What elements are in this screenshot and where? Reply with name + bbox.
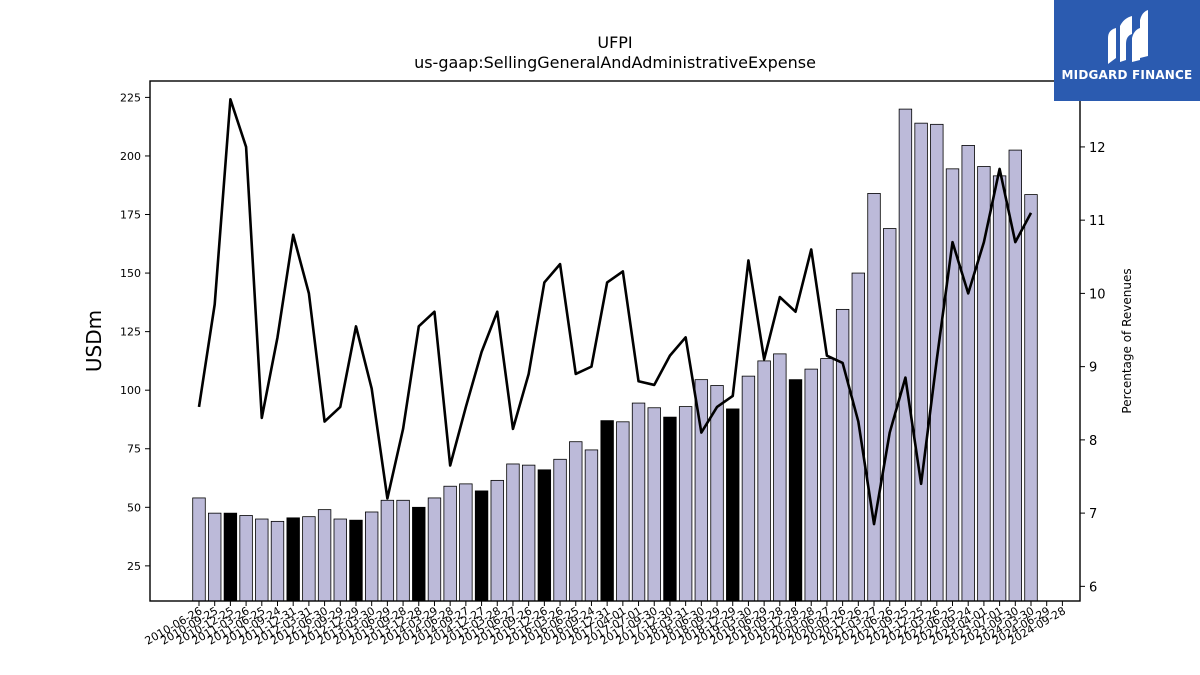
- logo-text: MIDGARD FINANCE: [1061, 68, 1193, 82]
- midgard-finance-logo: MIDGARD FINANCE: [1054, 0, 1200, 101]
- bar: [208, 512, 222, 602]
- bar: [616, 421, 630, 602]
- bar: [1024, 194, 1038, 602]
- bar: [992, 175, 1007, 602]
- bar: [380, 499, 395, 602]
- y-tick-label: 225: [120, 91, 141, 104]
- bar: [600, 420, 614, 602]
- bar: [584, 449, 599, 602]
- bar: [945, 168, 960, 602]
- bar: [804, 368, 818, 602]
- line-layer: [197, 98, 1033, 526]
- series-line: [197, 98, 1033, 526]
- bar: [631, 402, 646, 602]
- bar: [333, 518, 347, 602]
- bar: [443, 485, 457, 602]
- bar: [647, 407, 661, 602]
- bar: [239, 515, 253, 602]
- bar: [255, 518, 269, 602]
- bar: [710, 385, 724, 602]
- bar: [961, 145, 975, 602]
- bar: [364, 511, 379, 602]
- bar: [914, 122, 928, 602]
- bar: [820, 358, 834, 602]
- y-tick-label: 125: [120, 326, 141, 339]
- y2-axis-label: Percentage of Revenues: [1120, 268, 1134, 413]
- bar: [490, 479, 504, 602]
- bar: [396, 499, 410, 602]
- bar: [977, 166, 991, 602]
- y2-tick-label: 9: [1089, 361, 1097, 376]
- y-tick-label: 75: [127, 443, 141, 456]
- bar: [553, 458, 567, 602]
- bar: [521, 464, 536, 602]
- bar: [506, 463, 520, 602]
- y-tick-label: 100: [120, 384, 141, 397]
- bar: [663, 416, 677, 602]
- bar: [867, 193, 881, 602]
- bar: [349, 519, 363, 602]
- bar: [678, 406, 693, 602]
- y-tick-label: 50: [127, 501, 141, 514]
- y-tick-label: 200: [120, 150, 141, 163]
- bar: [192, 497, 206, 602]
- y-axis-label: USDm: [82, 310, 106, 372]
- bar: [317, 509, 332, 602]
- bar: [474, 490, 489, 602]
- y-tick-label: 175: [120, 209, 141, 222]
- bar: [741, 375, 756, 602]
- y2-tick-label: 10: [1089, 287, 1106, 302]
- bar: [459, 483, 473, 602]
- bar: [898, 108, 913, 602]
- chart-subtitle: us-gaap:SellingGeneralAndAdministrativeE…: [414, 53, 816, 72]
- y-tick-label: 150: [120, 267, 141, 280]
- bar: [537, 469, 552, 602]
- bar: [726, 408, 740, 602]
- bar: [270, 520, 285, 602]
- y2-tick-label: 8: [1089, 434, 1097, 449]
- bar: [427, 497, 442, 602]
- bar: [757, 360, 771, 602]
- bar: [569, 441, 583, 602]
- plot-frame: [149, 80, 1081, 602]
- y-tick-label: 25: [127, 560, 141, 573]
- chart-title: UFPI: [597, 33, 632, 52]
- y2-tick-label: 11: [1089, 214, 1106, 229]
- bar: [223, 512, 238, 602]
- y2-tick-label: 7: [1089, 507, 1097, 522]
- bar: [788, 379, 803, 602]
- y2-tick-label: 6: [1089, 580, 1097, 595]
- bar: [412, 506, 426, 602]
- y2-tick-label: 12: [1089, 141, 1106, 156]
- axes-layer: 25507510012515017520022567891011122010-0…: [120, 80, 1106, 648]
- bar: [286, 517, 300, 602]
- bar: [302, 516, 316, 602]
- bars-layer: [192, 108, 1038, 602]
- logo-mark-icon: [1108, 10, 1148, 64]
- bar: [773, 353, 787, 602]
- bar: [835, 308, 850, 602]
- bar: [851, 272, 865, 602]
